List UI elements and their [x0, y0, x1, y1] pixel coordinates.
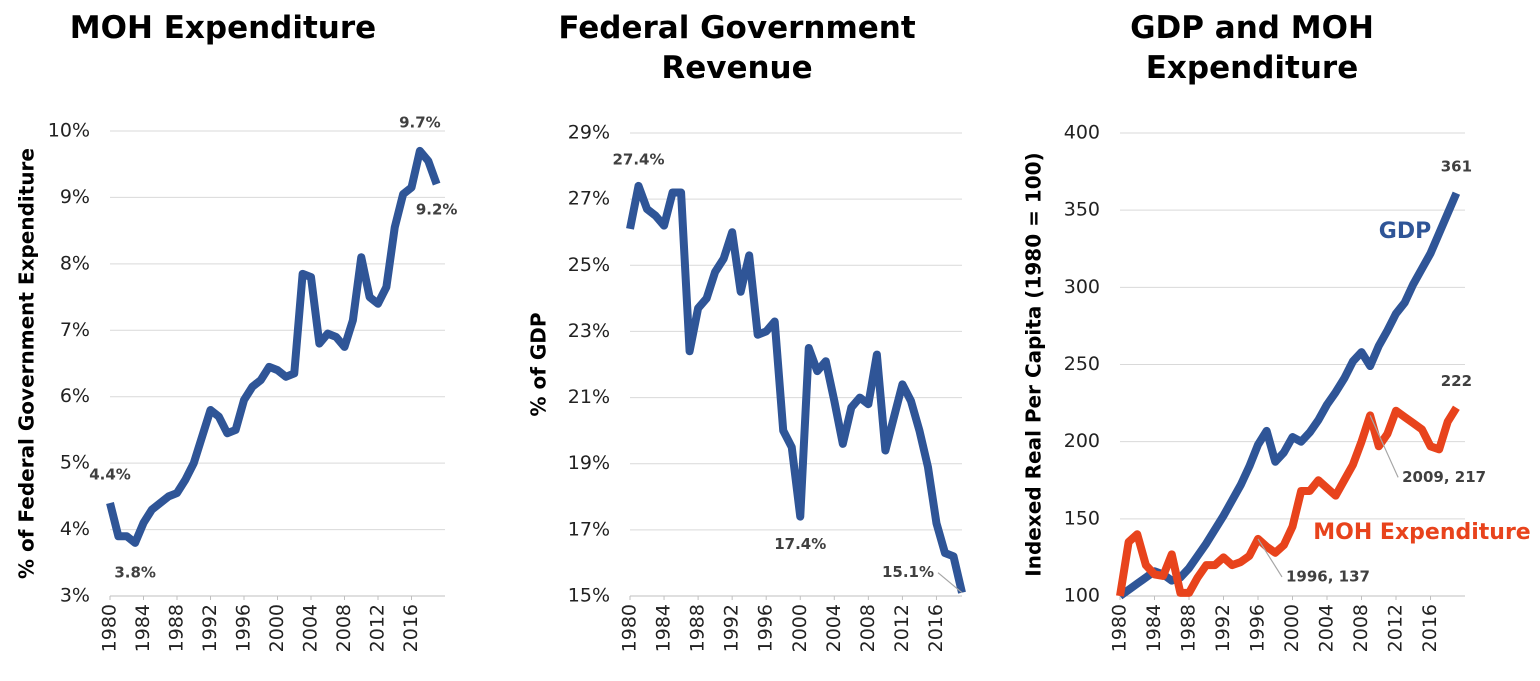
x-tick-label: 2000	[789, 604, 811, 652]
x-tick-label: 1996	[233, 604, 255, 652]
x-tick-label: 1980	[1109, 604, 1131, 652]
leader-line	[937, 572, 963, 594]
x-tick-label: 2000	[266, 604, 288, 652]
chart-title: GDP and MOH Expenditure	[1130, 10, 1374, 86]
y-axis-label: % of Federal Government Expenditure	[15, 148, 39, 579]
data-label: 9.7%	[399, 113, 441, 131]
x-tick-label: 1992	[721, 604, 743, 652]
leader-line	[1257, 538, 1283, 578]
y-tick-label: 300	[1064, 276, 1100, 298]
chart-title: Federal Government Revenue	[558, 10, 916, 86]
x-tick-label: 2000	[1281, 604, 1303, 652]
x-tick-label: 2004	[823, 604, 845, 652]
y-tick-label: 150	[1064, 507, 1100, 529]
x-tick-label: 2016	[1419, 604, 1441, 652]
y-tick-label: 5%	[60, 452, 90, 474]
y-tick-label: 25%	[568, 254, 610, 276]
y-tick-label: 27%	[568, 188, 610, 210]
x-tick-label: 2012	[891, 604, 913, 652]
y-tick-label: 9%	[60, 186, 90, 208]
line	[626, 181, 966, 594]
y-tick-label: 250	[1064, 353, 1100, 375]
y-axis-label: Indexed Real Per Capita (1980 = 100)	[1022, 152, 1046, 576]
x-tick-label: 1992	[1212, 604, 1234, 652]
x-tick-label: 1984	[132, 604, 154, 652]
y-tick-label: 6%	[60, 385, 90, 407]
y-tick-label: 350	[1064, 199, 1100, 221]
data-label: 15.1%	[882, 563, 934, 581]
x-tick-label: 2016	[400, 604, 422, 652]
data-label: 3.8%	[114, 563, 156, 581]
x-tick-label: 1988	[166, 604, 188, 652]
y-tick-label: 29%	[568, 122, 610, 144]
x-tick-label: 1980	[99, 604, 121, 652]
y-axis-label: % of GDP	[527, 312, 551, 416]
x-tick-label: 2004	[1316, 604, 1338, 652]
chart-title: MOH Expenditure	[69, 10, 377, 46]
data-label: 27.4%	[612, 150, 664, 168]
data-label: 1996, 137	[1286, 567, 1370, 585]
data-label: 9.2%	[416, 201, 458, 219]
y-tick-label: 4%	[60, 518, 90, 540]
data-label: 361	[1441, 158, 1472, 176]
y-tick-label: 21%	[568, 386, 610, 408]
x-tick-label: 2012	[367, 604, 389, 652]
y-tick-label: 23%	[568, 320, 610, 342]
leader-line	[1369, 415, 1399, 478]
line	[106, 146, 441, 547]
y-tick-label: 400	[1064, 122, 1100, 144]
y-tick-label: 17%	[568, 518, 610, 540]
x-tick-label: 2012	[1385, 604, 1407, 652]
x-tick-label: 1996	[755, 604, 777, 652]
y-tick-label: 8%	[60, 252, 90, 274]
y-tick-label: 100	[1064, 585, 1100, 607]
data-label: 17.4%	[774, 535, 826, 553]
x-tick-label: 1980	[619, 604, 641, 652]
x-tick-label: 1996	[1247, 604, 1269, 652]
x-tick-label: 2004	[300, 604, 322, 652]
x-tick-label: 1992	[199, 604, 221, 652]
x-tick-label: 1984	[1143, 604, 1165, 652]
data-label: 4.4%	[89, 466, 131, 484]
x-tick-label: 1988	[1178, 604, 1200, 652]
line	[1116, 405, 1460, 597]
y-tick-label: 200	[1064, 430, 1100, 452]
y-tick-label: 19%	[568, 452, 610, 474]
x-tick-label: 2008	[857, 604, 879, 652]
series-label: MOH Expenditure	[1313, 520, 1530, 545]
data-label: 2009, 217	[1402, 468, 1486, 486]
y-tick-label: 7%	[60, 319, 90, 341]
data-label: 222	[1441, 372, 1472, 390]
series-label: GDP	[1379, 219, 1431, 244]
y-tick-label: 3%	[60, 585, 90, 607]
y-tick-label: 10%	[48, 120, 90, 142]
x-tick-label: 2008	[333, 604, 355, 652]
x-tick-label: 2008	[1350, 604, 1372, 652]
x-tick-label: 1984	[653, 604, 675, 652]
x-tick-label: 1988	[687, 604, 709, 652]
y-tick-label: 15%	[568, 585, 610, 607]
x-tick-label: 2016	[925, 604, 947, 652]
